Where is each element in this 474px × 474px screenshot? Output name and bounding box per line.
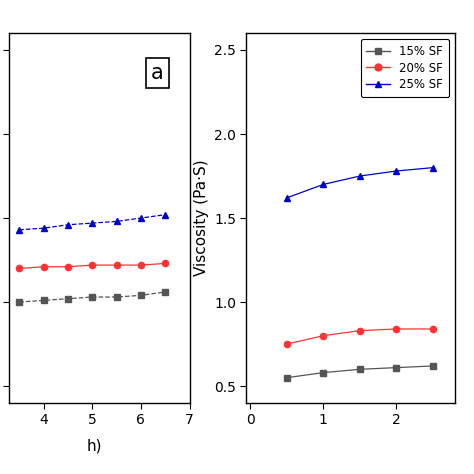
Legend: 15% SF, 20% SF, 25% SF: 15% SF, 20% SF, 25% SF (361, 39, 449, 97)
Text: h): h) (87, 438, 102, 453)
Text: a: a (151, 63, 164, 83)
Y-axis label: Viscosity (Pa·S): Viscosity (Pa·S) (193, 160, 209, 276)
